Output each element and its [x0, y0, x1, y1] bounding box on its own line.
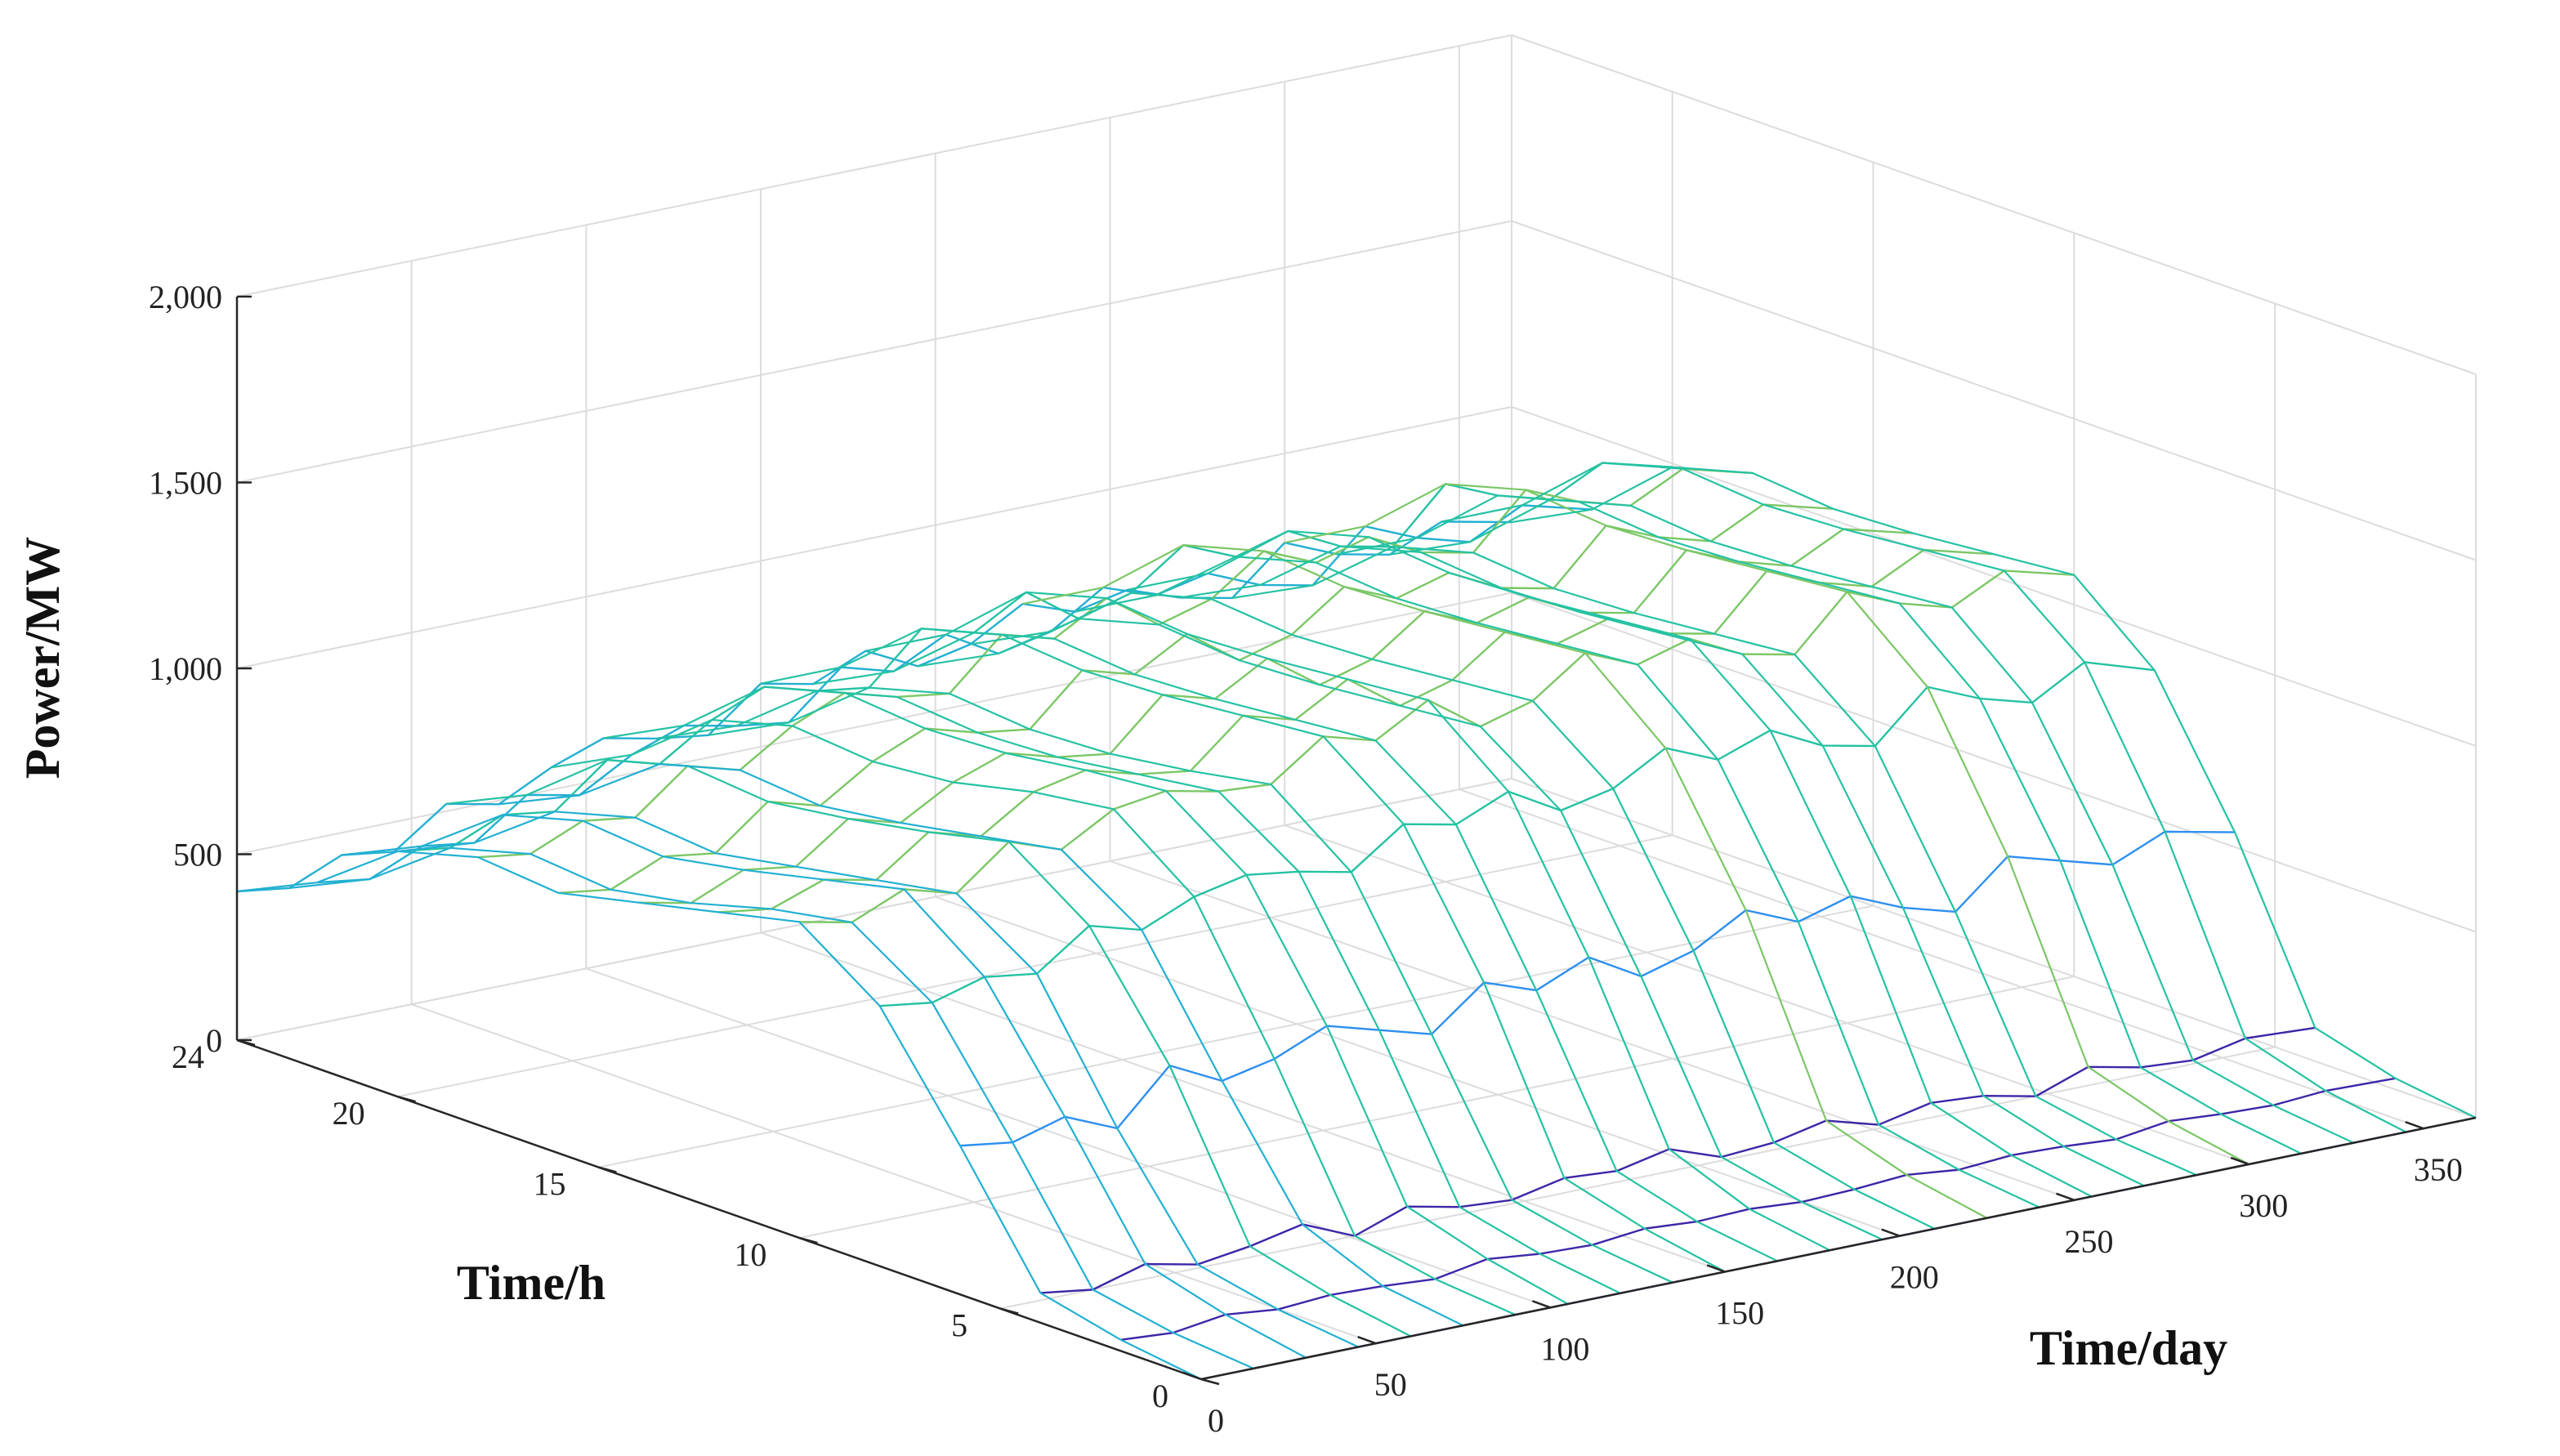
mesh-line-day: [446, 759, 1411, 1338]
gridline: [760, 931, 1726, 1273]
x-tick-label: 200: [1890, 1259, 1939, 1296]
x-tick: [1357, 1335, 1377, 1345]
x-tick-label: 0: [1208, 1402, 1224, 1439]
mesh-line-day: [498, 763, 1464, 1327]
gridline: [1511, 592, 2477, 933]
x-tick-label: 50: [1374, 1366, 1407, 1403]
y-axis-line: [236, 1038, 1202, 1381]
mesh-line-day: [288, 846, 1254, 1369]
mesh-line-day: [1511, 466, 2477, 1119]
y-tick: [598, 1166, 617, 1173]
z-tick-label: 0: [206, 1022, 222, 1059]
mesh-line-hour: [959, 830, 2236, 1147]
y-tick-label: 5: [951, 1307, 967, 1344]
mesh-line-day: [813, 632, 1778, 1262]
mesh-line-hour: [799, 569, 2075, 924]
mesh-line-day: [1337, 494, 2302, 1155]
mesh-line-day: [551, 718, 1517, 1316]
gridline: [1511, 778, 2477, 1119]
mesh-line-day: [1127, 529, 2093, 1198]
grid-layer: [236, 34, 2477, 1380]
axes-layer: [235, 297, 2477, 1381]
gridline: [1511, 406, 2477, 747]
mesh-line-day: [1074, 556, 2040, 1208]
x-tick-label: 250: [2064, 1223, 2113, 1260]
gridline: [236, 220, 1512, 484]
y-tick: [999, 1307, 1019, 1315]
gridline: [1110, 860, 2075, 1201]
mesh-line-day: [865, 591, 1830, 1252]
x-tick: [2405, 1120, 2424, 1130]
x-tick: [2056, 1192, 2075, 1201]
mesh-line-hour: [718, 548, 1995, 913]
y-tick-label: 15: [534, 1166, 566, 1203]
mesh-line-hour: [879, 661, 2155, 1007]
gridline: [586, 967, 1551, 1309]
z-tick-label: 500: [173, 837, 222, 873]
x-tick: [1706, 1264, 1726, 1273]
mesh-line-day: [342, 814, 1307, 1359]
mesh-line-day: [394, 811, 1359, 1348]
surface-mesh: [236, 462, 2477, 1381]
y-tick-label: 20: [333, 1095, 365, 1132]
x-tick-label: 150: [1715, 1294, 1764, 1331]
gridline: [1511, 220, 2477, 561]
y-tick-label: 10: [734, 1236, 766, 1273]
gridline: [935, 895, 1901, 1237]
mesh-line-day: [1441, 462, 2407, 1133]
y-tick: [397, 1095, 416, 1103]
x-axis-title: Time/day: [2030, 1321, 2227, 1375]
y-tick: [236, 1038, 256, 1047]
y-axis-title: Time/h: [457, 1256, 605, 1310]
y-tick: [1200, 1378, 1220, 1386]
gridline: [799, 976, 2075, 1239]
gridline: [236, 34, 1512, 297]
mesh-line-hour: [477, 467, 1754, 859]
gridline: [236, 406, 1512, 669]
x-tick-label: 100: [1540, 1330, 1589, 1367]
z-tick-label: 2,000: [149, 279, 222, 315]
gridline: [397, 834, 1673, 1098]
mesh-line-day: [236, 850, 1202, 1380]
x-tick: [1531, 1300, 1551, 1309]
x-tick-label: 350: [2414, 1151, 2463, 1188]
x-tick: [2230, 1156, 2249, 1166]
mesh-line-day: [1179, 545, 2145, 1187]
x-tick: [1881, 1228, 1901, 1237]
mesh-line-day: [1231, 546, 2197, 1177]
x-tick: [1182, 1371, 1202, 1381]
y-tick-label: 24: [172, 1038, 204, 1075]
x-tick-label: 300: [2239, 1187, 2288, 1224]
gridline: [236, 778, 1512, 1041]
gridline: [598, 904, 1874, 1168]
z-axis-title: Power/MW: [16, 537, 69, 779]
mesh-line-day: [708, 686, 1673, 1284]
mesh-line-day: [1022, 544, 1988, 1219]
z-tick-label: 1,500: [149, 465, 222, 502]
mesh-line-day: [918, 618, 1883, 1241]
mesh-line-day: [1389, 498, 2354, 1144]
mesh-line-day: [603, 686, 1569, 1305]
mesh-line-day: [760, 628, 1726, 1273]
mesh-line-hour: [1040, 1026, 2316, 1294]
gridline: [1511, 34, 2477, 375]
z-tick-label: 1,000: [149, 650, 222, 687]
y-tick: [799, 1236, 818, 1244]
gridline: [236, 592, 1512, 855]
mesh-line-day: [970, 592, 1936, 1230]
tick-labels: 05001,0001,5002,000051015202405010015020…: [149, 279, 2463, 1439]
mesh-line-day: [1284, 483, 2249, 1165]
gridline: [1459, 788, 2424, 1130]
y-tick-label: 0: [1152, 1378, 1168, 1414]
x-axis-line: [1200, 1116, 2477, 1381]
gridline: [999, 1046, 2276, 1310]
mesh-line-day: [655, 690, 1621, 1294]
